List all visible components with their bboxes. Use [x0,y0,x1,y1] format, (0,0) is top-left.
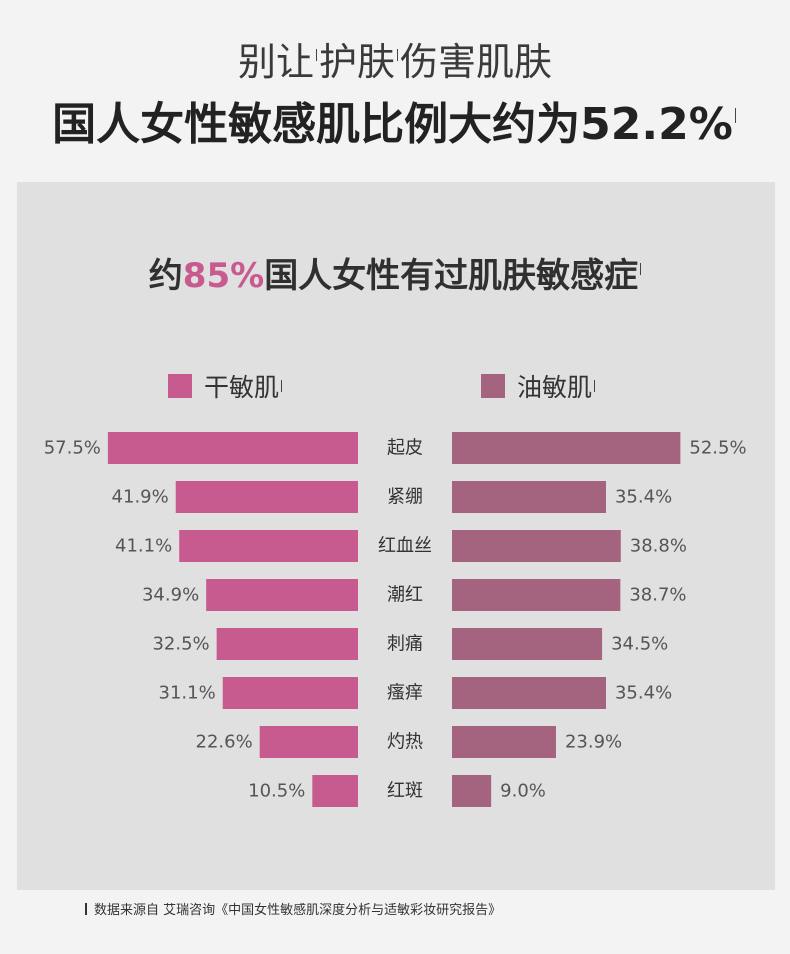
oily-skin-bar [452,579,621,611]
dry-skin-value-label: 41.9% [112,487,169,508]
dry-skin-bar [216,628,358,660]
legend-label-dry: 干敏肌 [204,373,280,402]
oily-skin-value-label: 35.4% [615,683,672,704]
legend-label-oily: 油敏肌 [517,373,593,402]
oily-skin-value-label: 9.0% [500,781,546,802]
oily-skin-value-label: 38.8% [630,536,687,557]
chart-title: 约85%国人女性有过肌肤敏感症 [17,254,775,298]
dry-skin-bar [107,432,358,464]
headline-2-text: 国人女性敏感肌比例大约为52.2% [52,99,733,150]
page-headline-2: 国人女性敏感肌比例大约为52.2% [0,96,790,154]
category-label: 潮红 [387,585,423,606]
legend-swatch-oily [481,374,505,398]
dry-skin-value-label: 31.1% [159,683,216,704]
category-label: 红血丝 [378,536,432,557]
dry-skin-value-label: 57.5% [44,438,101,459]
oily-skin-value-label: 34.5% [611,634,668,655]
oily-skin-bar [452,481,606,513]
dry-skin-value-label: 32.5% [152,634,209,655]
oily-skin-bar [452,530,621,562]
oily-skin-bar [452,677,606,709]
oily-skin-bar [452,628,603,660]
quote-open-mark [315,49,317,62]
page-headline-1: 别让 护肤 伤害肌肤 [0,38,790,86]
footnote-mark [640,262,642,275]
headline-1-after: 伤害肌肤 [400,40,553,84]
chart-panel: 约85%国人女性有过肌肤敏感症 干敏肌 油敏肌 57.5% 起皮 52.5% 41.9… [17,182,775,890]
oily-skin-bar [452,775,492,807]
oily-skin-bar [452,726,556,758]
chart-title-highlight: 85% [182,256,265,296]
category-label: 紧绷 [387,487,423,508]
footnote-mark [734,108,736,124]
category-label: 起皮 [387,438,423,459]
dry-skin-value-label: 10.5% [248,781,305,802]
oily-skin-value-label: 38.7% [629,585,686,606]
dry-skin-bar [222,677,358,709]
headline-1-quoted: 护肤 [318,40,395,84]
legend-swatch-dry [168,374,192,398]
dry-skin-value-label: 22.6% [196,732,253,753]
dry-skin-bar [259,726,358,758]
oily-skin-value-label: 52.5% [689,438,746,459]
footnote-mark [281,380,283,392]
oily-skin-value-label: 23.9% [565,732,622,753]
dry-skin-value-label: 34.9% [142,585,199,606]
oily-skin-value-label: 35.4% [615,487,672,508]
source-note: 数据来源自 艾瑞咨询《中国女性敏感肌深度分析与适敏彩妆研究报告》 [85,902,501,920]
category-label: 刺痛 [387,634,423,655]
chart-title-before: 约 [148,256,183,296]
source-mark [85,903,87,915]
dry-skin-bar [206,579,358,611]
headline-1-before: 别让 [237,40,314,84]
oily-skin-bar [452,432,681,464]
chart-title-after: 国人女性有过肌肤敏感症 [264,256,639,296]
legend-oily-skin: 油敏肌 [481,368,597,404]
category-label: 瘙痒 [387,683,423,704]
dry-skin-bar [179,530,358,562]
quote-close-mark [397,49,398,62]
dry-skin-value-label: 41.1% [115,536,172,557]
dry-skin-bar [312,775,358,807]
butterfly-bar-chart: 57.5% 起皮 52.5% 41.9% 紧绷 35.4% 41.1% 红血丝 38.8% 34.… [44,432,747,807]
dry-skin-bar [175,481,358,513]
source-text: 数据来源自 艾瑞咨询《中国女性敏感肌深度分析与适敏彩妆研究报告》 [94,903,502,918]
category-label: 灼热 [387,732,423,753]
category-label: 红斑 [387,781,423,802]
legend-dry-skin: 干敏肌 [168,368,284,404]
footnote-mark [594,380,596,392]
